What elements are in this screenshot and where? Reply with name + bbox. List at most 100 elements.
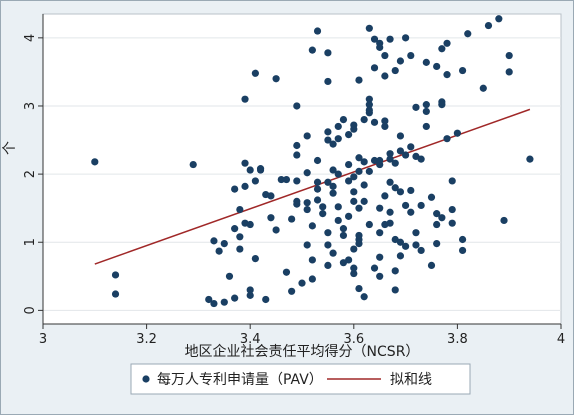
x-tick-label: 4: [557, 332, 565, 347]
data-point: [293, 102, 301, 110]
data-point: [505, 68, 513, 76]
data-point: [288, 215, 296, 223]
data-point: [313, 178, 322, 186]
data-point: [386, 150, 394, 158]
data-point: [355, 284, 363, 293]
data-point: [438, 45, 446, 53]
data-point: [505, 51, 513, 60]
data-point: [500, 216, 508, 225]
data-point: [272, 226, 280, 234]
data-point: [360, 197, 368, 205]
data-point: [345, 212, 353, 220]
data-point: [334, 135, 342, 143]
data-point: [396, 252, 405, 260]
data-point: [355, 240, 363, 248]
data-point: [391, 286, 399, 294]
data-point: [402, 201, 410, 210]
data-point: [381, 122, 389, 131]
data-point: [350, 121, 358, 129]
x-tick-label: 3.8: [447, 332, 468, 347]
data-point: [298, 279, 306, 287]
data-point: [334, 203, 342, 211]
legend-box: [130, 363, 471, 395]
data-point: [427, 193, 436, 201]
data-point: [236, 205, 244, 214]
data-point: [355, 231, 363, 240]
data-point: [324, 229, 332, 237]
data-point: [376, 253, 384, 261]
data-point: [412, 241, 420, 249]
data-point: [293, 141, 301, 150]
data-point: [308, 222, 316, 230]
data-point: [111, 290, 120, 298]
data-point: [350, 245, 358, 253]
data-point: [324, 178, 332, 186]
data-point: [495, 15, 503, 23]
data-point: [288, 287, 296, 295]
data-point: [386, 155, 394, 163]
data-point: [220, 240, 228, 248]
x-tick-label: 3.4: [240, 332, 261, 347]
data-point: [365, 167, 373, 175]
data-point: [303, 132, 311, 140]
data-point: [412, 229, 420, 237]
y-tick-label: 0: [23, 306, 38, 314]
data-point: [282, 175, 291, 184]
data-point: [241, 182, 249, 190]
legend-scatter-marker: [142, 375, 150, 383]
data-point: [448, 205, 456, 214]
data-point: [220, 298, 228, 306]
data-point: [293, 197, 301, 205]
data-point: [407, 208, 415, 216]
data-point: [417, 155, 425, 163]
data-point: [251, 177, 259, 185]
data-point: [433, 220, 441, 229]
data-point: [355, 167, 363, 175]
data-point: [350, 197, 358, 205]
data-point: [396, 57, 405, 65]
data-point: [386, 178, 394, 186]
data-point: [360, 293, 368, 301]
y-tick-label: 1: [23, 238, 38, 246]
data-point: [448, 177, 456, 185]
data-point: [303, 241, 311, 249]
data-point: [381, 72, 389, 80]
data-point: [391, 267, 399, 275]
data-point: [407, 51, 415, 60]
data-point: [422, 107, 430, 116]
data-point: [324, 241, 332, 249]
data-point: [365, 106, 373, 114]
data-point: [376, 272, 384, 280]
data-point: [370, 156, 379, 165]
scatter-points: [91, 15, 534, 308]
data-point: [433, 210, 441, 218]
data-point: [402, 34, 410, 42]
data-point: [205, 295, 213, 304]
data-point: [189, 160, 197, 169]
data-point: [324, 77, 332, 86]
data-point: [417, 201, 425, 210]
data-point: [350, 269, 358, 278]
data-point: [396, 188, 405, 196]
data-point: [370, 35, 379, 43]
data-point: [458, 66, 467, 75]
data-point: [433, 62, 441, 71]
data-point: [386, 219, 394, 227]
data-point: [479, 84, 487, 92]
data-point: [262, 295, 270, 304]
data-point: [251, 69, 259, 77]
data-point: [236, 233, 244, 241]
x-tick-label: 3.2: [136, 332, 157, 347]
data-point: [267, 192, 275, 200]
data-point: [345, 177, 353, 185]
data-point: [355, 204, 363, 212]
data-point: [402, 151, 410, 159]
data-point: [422, 122, 430, 131]
data-point: [345, 256, 353, 264]
y-axis-title: 个: [2, 141, 18, 155]
data-point: [303, 199, 311, 207]
data-point: [360, 181, 368, 189]
data-point: [370, 264, 379, 272]
data-point: [246, 291, 254, 299]
